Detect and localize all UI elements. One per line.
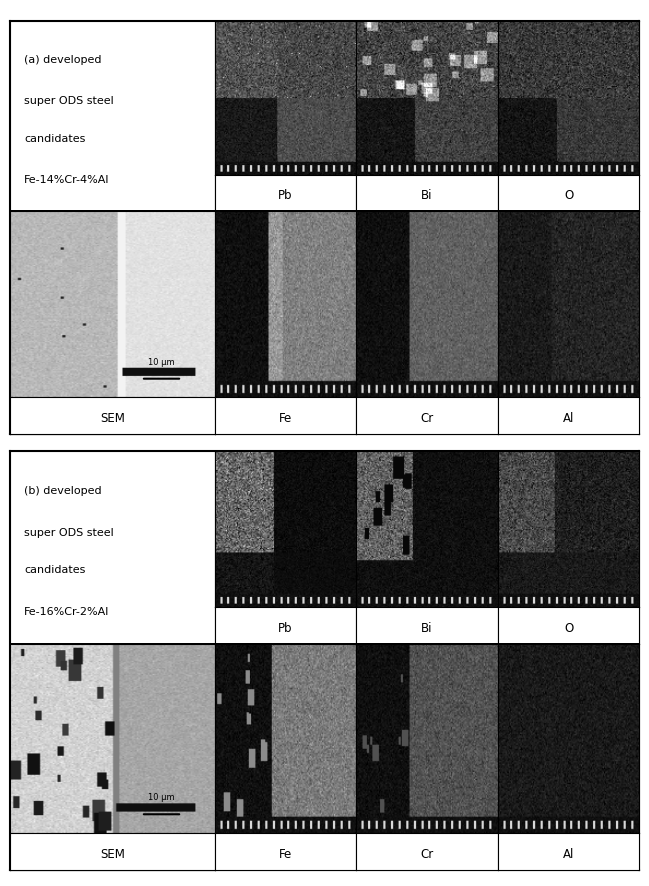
Text: O: O — [564, 621, 573, 634]
Text: Pb: Pb — [278, 189, 293, 202]
Text: candidates: candidates — [24, 564, 86, 575]
Text: candidates: candidates — [24, 134, 86, 144]
Text: SEM: SEM — [100, 411, 125, 424]
Text: Fe-16%Cr-2%Al: Fe-16%Cr-2%Al — [24, 607, 110, 617]
Text: log($p_{\mathrm{O_2}}$)=-24.5: log($p_{\mathrm{O_2}}$)=-24.5 — [24, 245, 106, 260]
Text: Fe-14%Cr-4%Al: Fe-14%Cr-4%Al — [24, 175, 110, 184]
Text: super ODS steel: super ODS steel — [24, 527, 114, 537]
Text: (b) developed: (b) developed — [24, 486, 102, 495]
Text: SEM: SEM — [100, 847, 125, 860]
Text: log($p_{\mathrm{O_2}}$)=-24.5: log($p_{\mathrm{O_2}}$)=-24.5 — [24, 678, 106, 693]
Text: Cr: Cr — [421, 847, 434, 860]
Text: Fe: Fe — [279, 411, 292, 424]
Text: Pb: Pb — [278, 621, 293, 634]
Text: O: O — [564, 189, 573, 202]
Text: Fe: Fe — [279, 847, 292, 860]
Text: 10 μm: 10 μm — [148, 357, 175, 366]
Text: super ODS steel: super ODS steel — [24, 97, 114, 106]
Text: Bi: Bi — [421, 189, 433, 202]
Text: 10 μm: 10 μm — [148, 792, 175, 801]
Text: Al: Al — [563, 411, 574, 424]
Text: Al: Al — [563, 847, 574, 860]
Text: Cr: Cr — [421, 411, 434, 424]
Text: (a) developed: (a) developed — [24, 55, 102, 65]
Text: Bi: Bi — [421, 621, 433, 634]
